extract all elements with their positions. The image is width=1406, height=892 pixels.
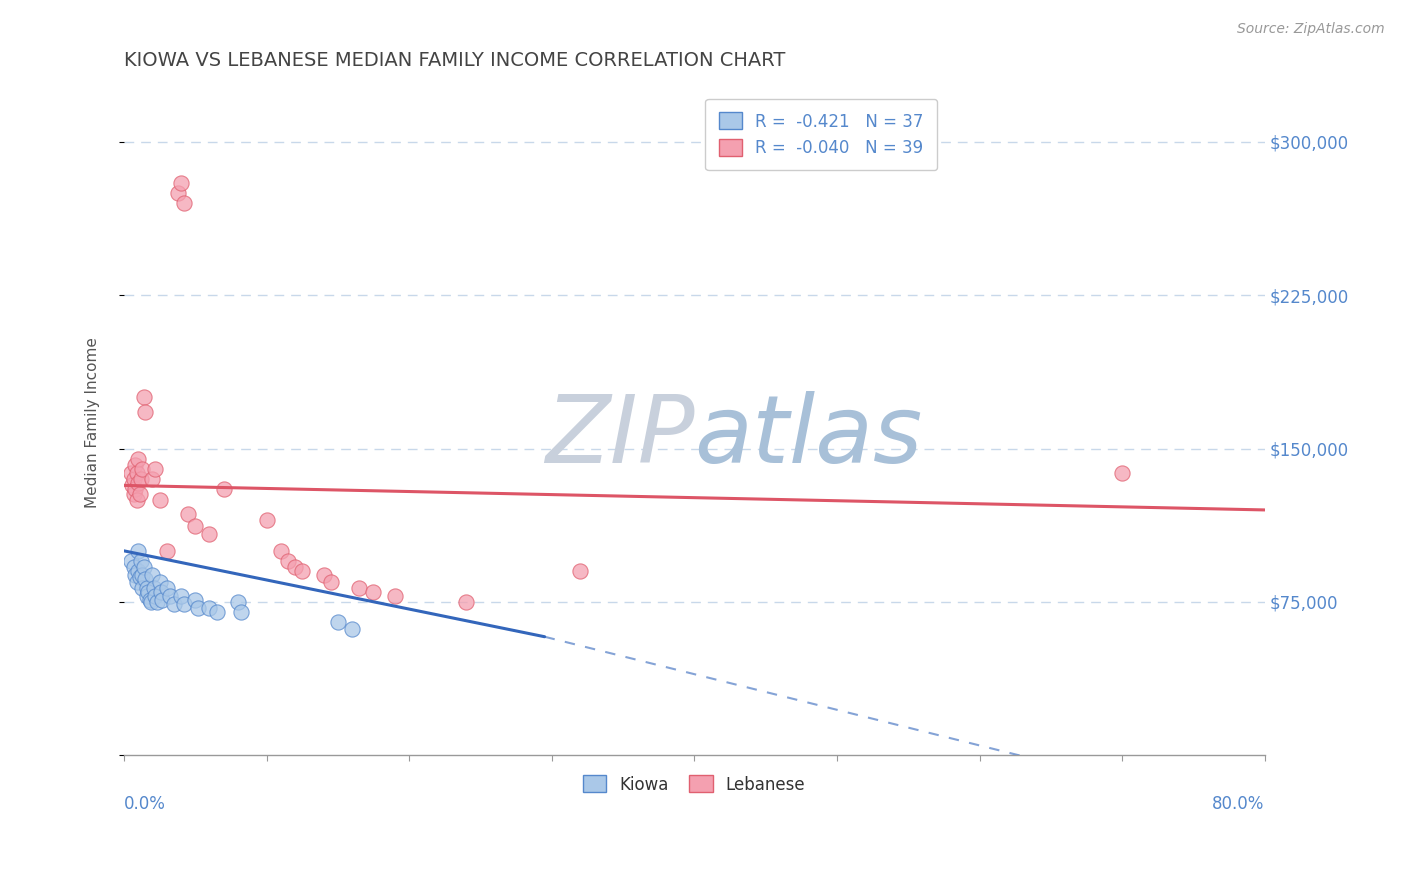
Point: [122, 560, 145, 574]
Point: [129, 554, 152, 568]
Point: [121, 478, 143, 492]
Point: [120, 554, 142, 568]
Point: [127, 451, 149, 466]
Point: [205, 605, 228, 619]
Point: [319, 574, 342, 589]
Point: [184, 519, 207, 533]
Point: [135, 581, 157, 595]
Point: [198, 527, 221, 541]
Point: [131, 462, 153, 476]
Point: [122, 472, 145, 486]
Point: [124, 568, 146, 582]
Point: [270, 544, 292, 558]
Point: [138, 593, 160, 607]
Point: [131, 568, 153, 582]
Point: [125, 492, 148, 507]
Text: KIOWA VS LEBANESE MEDIAN FAMILY INCOME CORRELATION CHART: KIOWA VS LEBANESE MEDIAN FAMILY INCOME C…: [124, 51, 786, 70]
Text: ZIP: ZIP: [544, 391, 695, 482]
Point: [127, 476, 149, 491]
Point: [125, 466, 148, 480]
Text: 0.0%: 0.0%: [124, 796, 166, 814]
Point: [148, 492, 170, 507]
Point: [132, 391, 155, 405]
Point: [139, 595, 162, 609]
Point: [148, 574, 170, 589]
Point: [456, 595, 478, 609]
Point: [128, 570, 150, 584]
Text: 80.0%: 80.0%: [1212, 796, 1265, 814]
Point: [136, 584, 159, 599]
Text: atlas: atlas: [695, 391, 922, 482]
Point: [1111, 466, 1133, 480]
Point: [145, 595, 167, 609]
Point: [363, 584, 385, 599]
Legend: Kiowa, Lebanese: Kiowa, Lebanese: [569, 762, 818, 807]
Point: [124, 458, 146, 472]
Point: [170, 176, 193, 190]
Point: [143, 462, 166, 476]
Point: [326, 615, 349, 630]
Point: [131, 581, 153, 595]
Point: [173, 597, 195, 611]
Point: [127, 564, 149, 578]
Point: [340, 622, 363, 636]
Point: [134, 405, 156, 419]
Point: [156, 581, 179, 595]
Point: [256, 513, 278, 527]
Point: [143, 589, 166, 603]
Point: [177, 507, 200, 521]
Point: [132, 560, 155, 574]
Point: [347, 581, 370, 595]
Point: [134, 573, 156, 587]
Point: [141, 472, 163, 486]
Point: [141, 568, 163, 582]
Point: [170, 589, 193, 603]
Point: [184, 593, 207, 607]
Point: [312, 568, 335, 582]
Point: [124, 483, 146, 497]
Point: [163, 597, 186, 611]
Point: [569, 564, 592, 578]
Point: [187, 601, 209, 615]
Point: [142, 581, 165, 595]
Point: [291, 564, 314, 578]
Text: Source: ZipAtlas.com: Source: ZipAtlas.com: [1237, 22, 1385, 37]
Point: [156, 544, 179, 558]
Point: [229, 605, 252, 619]
Point: [135, 589, 157, 603]
Point: [212, 483, 235, 497]
Point: [159, 589, 181, 603]
Point: [277, 554, 299, 568]
Point: [150, 584, 173, 599]
Point: [226, 595, 249, 609]
Point: [122, 486, 145, 500]
Point: [198, 601, 221, 615]
Y-axis label: Median Family Income: Median Family Income: [86, 337, 100, 508]
Point: [284, 560, 307, 574]
Point: [128, 486, 150, 500]
Point: [167, 186, 190, 200]
Point: [127, 544, 149, 558]
Point: [173, 196, 195, 211]
Point: [120, 466, 142, 480]
Point: [384, 589, 406, 603]
Point: [125, 574, 148, 589]
Point: [129, 472, 152, 486]
Point: [152, 593, 174, 607]
